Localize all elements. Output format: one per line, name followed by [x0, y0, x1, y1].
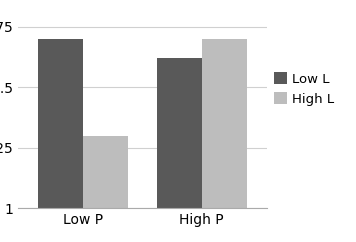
Bar — [38, 39, 83, 242]
Bar — [202, 39, 247, 242]
Legend: Low L, High L: Low L, High L — [274, 72, 334, 106]
Bar — [157, 58, 202, 242]
Bar — [83, 136, 128, 242]
